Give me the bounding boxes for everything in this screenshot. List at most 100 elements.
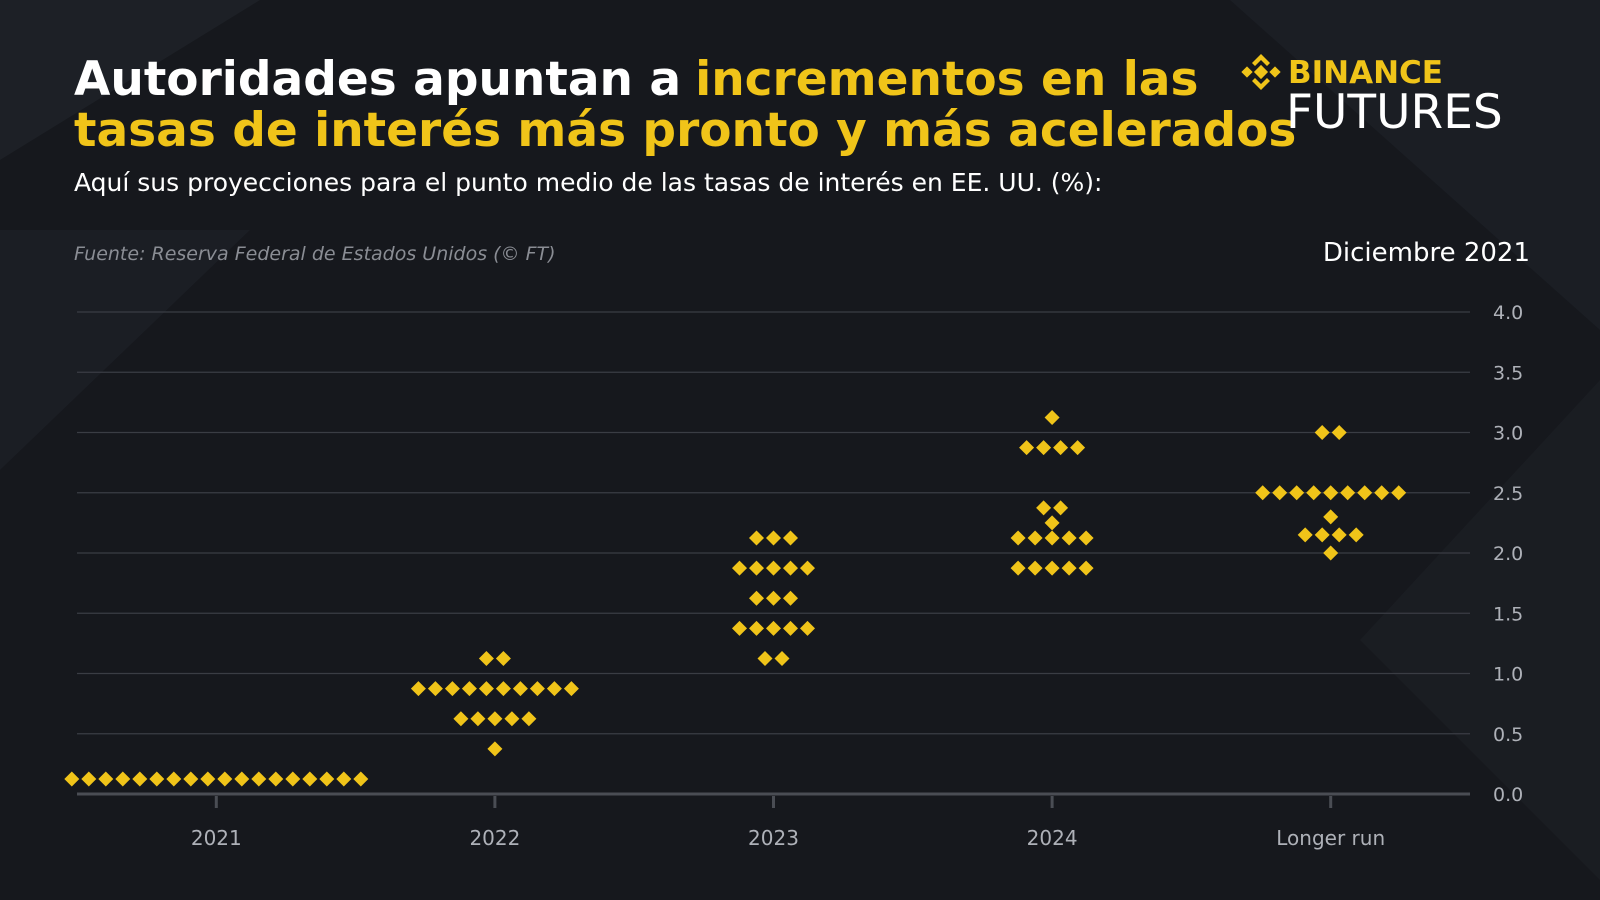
dot — [1036, 500, 1052, 516]
y-tick-label: 2.0 — [1493, 543, 1523, 565]
dot — [149, 771, 165, 787]
chart-title: Autoridades apuntan a incrementos en las — [74, 52, 1199, 107]
title-plain: Autoridades apuntan a — [74, 52, 681, 107]
title-highlight: incrementos en las — [695, 52, 1198, 107]
dot — [1019, 440, 1035, 456]
dot — [98, 771, 114, 787]
dot — [268, 771, 284, 787]
dot — [732, 620, 747, 636]
dot — [563, 681, 579, 697]
decor — [0, 0, 260, 160]
dot — [1340, 485, 1356, 501]
y-tick-label: 0.0 — [1493, 784, 1523, 806]
dot — [461, 681, 477, 697]
logo-brand: BINANCE — [1288, 55, 1443, 91]
dot — [353, 771, 369, 787]
dot — [800, 620, 815, 636]
dot — [1044, 409, 1060, 425]
dot — [1306, 485, 1322, 501]
x-tick-label: 2022 — [469, 826, 520, 850]
dot — [766, 620, 781, 636]
dot — [749, 560, 764, 576]
dot — [1323, 545, 1339, 561]
dot — [319, 771, 335, 787]
dot — [81, 771, 97, 787]
logo: BINANCE FUTURES — [1241, 54, 1503, 140]
dot — [64, 771, 80, 787]
dot — [766, 560, 781, 576]
dot — [302, 771, 318, 787]
dot — [1027, 530, 1043, 546]
dot — [217, 771, 233, 787]
dot — [1044, 515, 1060, 531]
dot — [1331, 527, 1347, 543]
dot — [285, 771, 301, 787]
dot — [1374, 485, 1390, 501]
dot — [766, 530, 781, 546]
dot — [1010, 560, 1026, 576]
dot — [478, 681, 494, 697]
date: Diciembre 2021 — [1323, 238, 1530, 268]
x-tick-label: 2023 — [748, 826, 799, 850]
logo-icon — [1241, 54, 1281, 90]
dot — [1027, 560, 1043, 576]
dot — [183, 771, 199, 787]
dot — [529, 681, 545, 697]
dot — [1255, 485, 1271, 501]
decor — [1360, 380, 1600, 880]
dot — [470, 711, 486, 727]
dot — [1314, 527, 1330, 543]
y-tick-label: 3.5 — [1493, 362, 1523, 384]
dot — [1331, 425, 1347, 440]
dot — [1078, 530, 1094, 546]
dot — [783, 560, 798, 576]
dot — [115, 771, 131, 787]
dot — [749, 620, 764, 636]
dot — [1010, 530, 1026, 546]
y-tick-label: 3.0 — [1493, 423, 1523, 445]
dot — [1061, 530, 1077, 546]
dot — [495, 650, 511, 666]
dot — [783, 590, 798, 606]
y-tick-label: 1.0 — [1493, 664, 1523, 686]
y-tick-label: 1.5 — [1493, 603, 1523, 625]
dot — [783, 620, 798, 636]
dot — [1272, 485, 1288, 501]
dot — [1323, 509, 1339, 525]
dot — [1061, 560, 1077, 576]
dot — [783, 530, 798, 546]
dot — [427, 681, 443, 697]
dot — [234, 771, 250, 787]
dot — [251, 771, 267, 787]
dot — [453, 711, 469, 727]
dot — [749, 530, 764, 546]
dot — [1323, 485, 1339, 501]
source: Fuente: Reserva Federal de Estados Unido… — [74, 243, 556, 265]
dot — [1314, 425, 1330, 440]
dot — [1357, 485, 1373, 501]
dot — [757, 650, 773, 666]
dot — [166, 771, 182, 787]
decor — [1230, 0, 1600, 330]
x-tick-label: 2021 — [191, 826, 242, 850]
subtitle: Aquí sus proyecciones para el punto medi… — [74, 168, 1102, 197]
y-tick-label: 4.0 — [1493, 302, 1523, 324]
dot — [410, 681, 426, 697]
dot — [766, 590, 781, 606]
dot — [749, 590, 764, 606]
dot — [512, 681, 528, 697]
dot — [495, 681, 511, 697]
dot — [487, 711, 503, 727]
dot — [1044, 530, 1060, 546]
dot — [1036, 440, 1052, 456]
dot — [1070, 440, 1086, 456]
dot — [521, 711, 537, 727]
dot — [546, 681, 562, 697]
y-tick-label: 0.5 — [1493, 724, 1523, 746]
title-highlight: tasas de interés más pronto y más aceler… — [74, 103, 1296, 158]
dot — [732, 560, 747, 576]
dot — [1053, 440, 1069, 456]
dot — [774, 650, 790, 666]
dot — [336, 771, 352, 787]
